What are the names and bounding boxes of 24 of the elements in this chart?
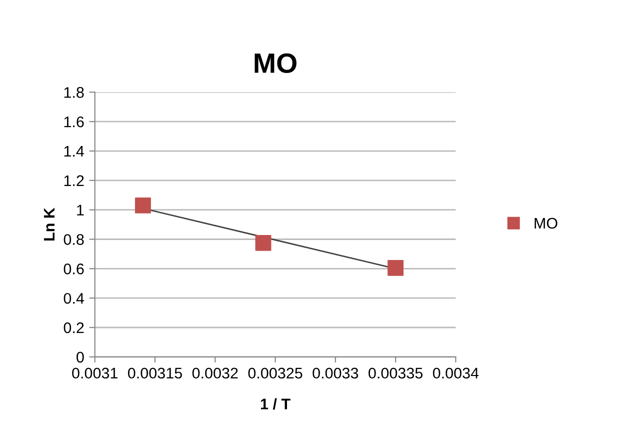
x-tick-label: 0.0031: [72, 368, 118, 379]
y-tick-label: 0: [76, 352, 84, 363]
x-tick-label: 0.00335: [368, 368, 423, 379]
point: [388, 260, 404, 276]
y-tick-label: 0.4: [64, 292, 84, 304]
y-axis-title: Ln K: [44, 208, 54, 240]
y-tick-label: 0.8: [64, 234, 84, 245]
y-tick-label: 0.6: [64, 264, 84, 274]
legend-label: MO: [534, 218, 558, 229]
point: [134, 197, 151, 214]
y-tick-label: 0.2: [64, 322, 84, 334]
y-tick-label: 1.6: [64, 116, 84, 128]
x-tick-label: 0.00325: [248, 368, 302, 379]
x-tick-label: 0.0033: [312, 368, 358, 379]
point: [255, 234, 272, 251]
chart-title: MO: [254, 53, 296, 74]
x-tick-label: 0.00315: [128, 368, 182, 379]
y-tick-label: 1.2: [64, 175, 84, 186]
y-tick-label: 1.4: [64, 146, 84, 157]
x-tick-label: 0.0032: [192, 368, 238, 379]
x-tick-label: 0.0034: [432, 368, 479, 379]
y-tick-label: 1.8: [64, 87, 84, 98]
y-tick-label: 1: [77, 204, 84, 216]
x-axis-title: 1 / T: [260, 398, 290, 410]
